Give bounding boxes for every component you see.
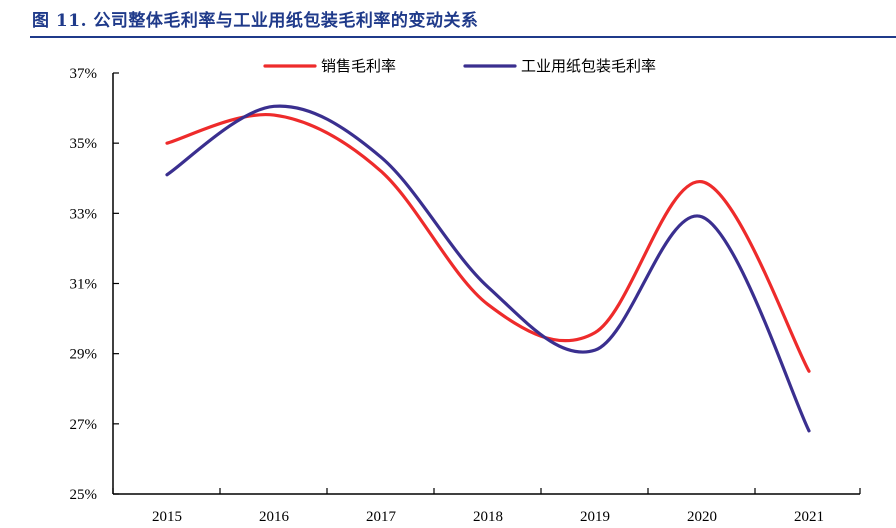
- x-tick-label: 2019: [580, 509, 610, 525]
- legend-label: 工业用纸包装毛利率: [521, 57, 656, 75]
- x-tick-label: 2017: [366, 509, 397, 525]
- series-line-1: [165, 112, 811, 373]
- y-tick-label: 27%: [70, 417, 98, 433]
- title-rule: [30, 36, 896, 38]
- chart-axes: 25% 27% 29% 31% 33% 35% 37% 2015 2016 2017 2018 201…: [70, 66, 861, 525]
- y-tick-label: 37%: [70, 66, 98, 82]
- series-layer: [165, 104, 811, 433]
- y-tick-label: 35%: [70, 136, 98, 152]
- chart-legend: 销售毛利率 工业用纸包装毛利率: [263, 57, 656, 75]
- y-tick-label: 31%: [70, 277, 98, 293]
- x-tick-label: 2018: [473, 509, 503, 525]
- series-line-2: [165, 104, 811, 433]
- y-tick-label: 29%: [70, 347, 98, 363]
- x-tick-label: 2015: [152, 509, 182, 525]
- x-tick-label: 2016: [259, 509, 290, 525]
- y-tick-label: 33%: [70, 206, 98, 222]
- y-tick-label: 25%: [70, 487, 98, 503]
- legend-label: 销售毛利率: [321, 57, 396, 75]
- x-tick-label: 2021: [794, 509, 824, 525]
- x-tick-label: 2020: [687, 509, 717, 525]
- figure-title: 图 11. 公司整体毛利率与工业用纸包装毛利率的变动关系: [32, 11, 479, 31]
